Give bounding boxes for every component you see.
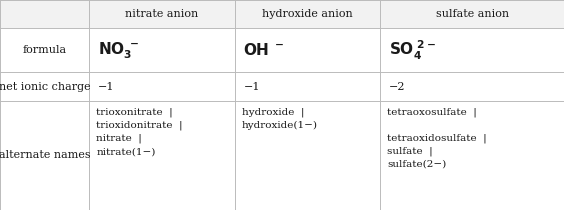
Bar <box>235 0 380 28</box>
Bar <box>89 101 235 210</box>
Text: −1: −1 <box>244 82 260 92</box>
Bar <box>235 101 380 210</box>
Text: hydroxide anion: hydroxide anion <box>262 9 352 19</box>
Text: −1: −1 <box>98 82 114 92</box>
Bar <box>0 0 89 28</box>
Bar <box>0 72 89 101</box>
Text: alternate names: alternate names <box>0 150 90 160</box>
Bar <box>0 28 89 72</box>
Text: $\mathbf{NO_3^{\ -}}$: $\mathbf{NO_3^{\ -}}$ <box>98 40 139 61</box>
Text: hydroxide  |
hydroxide(1−): hydroxide | hydroxide(1−) <box>242 107 318 130</box>
Bar <box>235 28 380 72</box>
Text: $\mathbf{SO_4^{\ 2-}}$: $\mathbf{SO_4^{\ 2-}}$ <box>389 39 435 62</box>
Text: trioxonitrate  |
trioxidonitrate  |
nitrate  |
nitrate(1−): trioxonitrate | trioxidonitrate | nitrat… <box>96 107 183 156</box>
Bar <box>380 101 564 210</box>
Text: nitrate anion: nitrate anion <box>125 9 199 19</box>
Bar <box>89 0 235 28</box>
Text: tetraoxosulfate  |

tetraoxidosulfate  |
sulfate  |
sulfate(2−): tetraoxosulfate | tetraoxidosulfate | su… <box>387 107 487 169</box>
Bar <box>235 72 380 101</box>
Bar <box>89 72 235 101</box>
Bar <box>380 0 564 28</box>
Bar <box>380 72 564 101</box>
Text: −2: −2 <box>389 82 406 92</box>
Text: formula: formula <box>23 45 67 55</box>
Text: net ionic charge: net ionic charge <box>0 82 90 92</box>
Bar <box>89 28 235 72</box>
Bar <box>380 28 564 72</box>
Bar <box>0 101 89 210</box>
Text: $\mathbf{OH^{\ -}}$: $\mathbf{OH^{\ -}}$ <box>243 42 284 58</box>
Text: sulfate anion: sulfate anion <box>435 9 509 19</box>
